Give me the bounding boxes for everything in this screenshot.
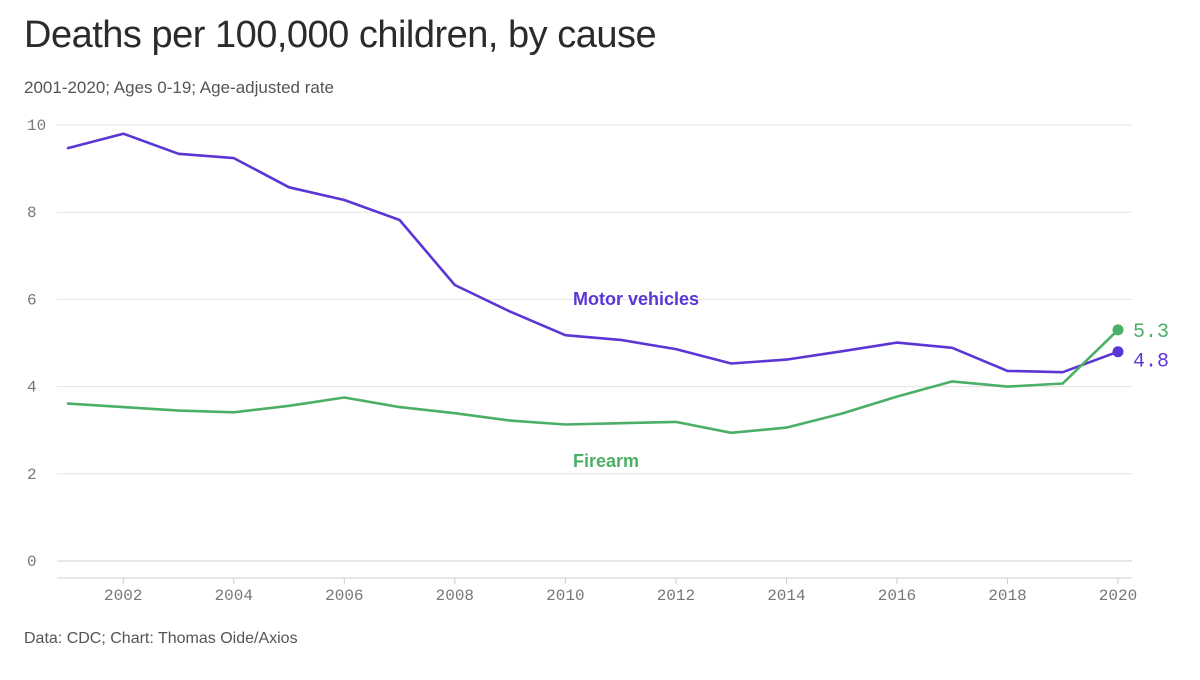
x-tick-label: 2012 <box>657 587 695 605</box>
y-tick-label: 0 <box>27 553 37 571</box>
y-tick-label: 2 <box>27 466 37 484</box>
x-tick-label: 2008 <box>436 587 474 605</box>
x-tick-label: 2020 <box>1099 587 1137 605</box>
end-point-firearm <box>1112 324 1124 336</box>
x-tick-label: 2018 <box>988 587 1026 605</box>
x-tick-label: 2010 <box>546 587 584 605</box>
x-tick-label: 2014 <box>767 587 805 605</box>
series-lines <box>66 132 1124 435</box>
y-tick-label: 4 <box>27 379 37 397</box>
chart-subtitle: 2001-2020; Ages 0-19; Age-adjusted rate <box>24 78 335 97</box>
series-line-motor-vehicles <box>66 132 1120 374</box>
y-tick-label: 10 <box>27 117 46 135</box>
y-tick-label: 8 <box>27 204 37 222</box>
series-labels: Motor vehicles Firearm 5.3 4.8 <box>573 289 1169 471</box>
y-tick-label: 6 <box>27 291 37 309</box>
x-tick-label: 2006 <box>325 587 363 605</box>
end-point-motor-vehicles <box>1112 346 1124 358</box>
series-label-motor-vehicles: Motor vehicles <box>573 289 699 309</box>
series-label-firearm: Firearm <box>573 451 639 471</box>
chart-title: Deaths per 100,000 children, by cause <box>24 14 657 56</box>
x-tick-label: 2002 <box>104 587 142 605</box>
series-line-firearm <box>66 328 1120 435</box>
chart-source: Data: CDC; Chart: Thomas Oide/Axios <box>24 630 298 647</box>
y-axis-ticks: 0 2 4 6 8 10 <box>27 117 46 571</box>
gridlines <box>57 124 1132 579</box>
x-tick-label: 2016 <box>878 587 916 605</box>
end-label-firearm: 5.3 <box>1133 321 1169 344</box>
end-label-motor-vehicles: 4.8 <box>1133 351 1169 374</box>
x-axis-ticks: 2002 2004 2006 2008 2010 2012 2014 2016 2018 2020 <box>104 578 1137 605</box>
x-tick-label: 2004 <box>215 587 253 605</box>
